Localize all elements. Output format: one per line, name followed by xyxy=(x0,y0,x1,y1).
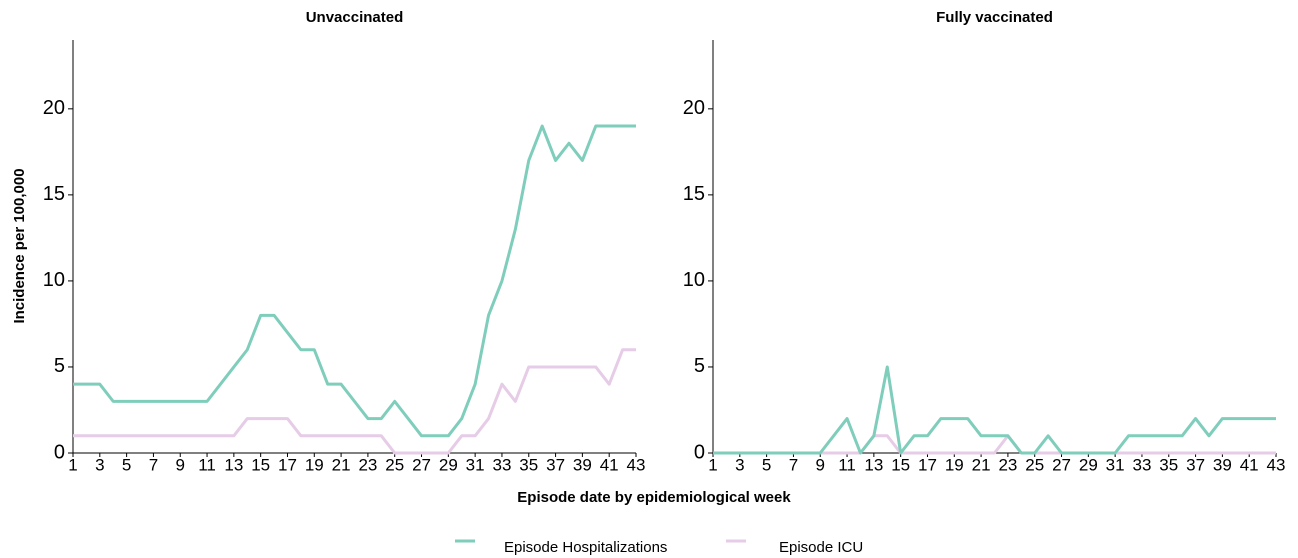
series-line xyxy=(713,365,1276,455)
x-tick-label: 17 xyxy=(278,455,297,474)
x-tick-label: 43 xyxy=(1267,455,1286,474)
x-tick-label: 15 xyxy=(251,455,270,474)
x-axis-label: Episode date by epidemiological week xyxy=(517,489,791,506)
y-tick-label: 10 xyxy=(43,269,65,291)
x-tick-label: 21 xyxy=(972,455,991,474)
x-tick-label: 13 xyxy=(864,455,883,474)
x-tick-label: 1 xyxy=(68,455,77,474)
x-tick-label: 7 xyxy=(149,455,158,474)
x-tick-label: 5 xyxy=(762,455,771,474)
y-tick-label: 0 xyxy=(54,441,65,463)
x-tick-label: 19 xyxy=(305,455,324,474)
y-tick-label: 20 xyxy=(683,97,705,119)
x-tick-label: 27 xyxy=(1052,455,1071,474)
x-tick-label: 3 xyxy=(735,455,744,474)
x-tick-label: 33 xyxy=(492,455,511,474)
y-tick-label: 5 xyxy=(54,355,65,377)
x-tick-label: 43 xyxy=(627,455,646,474)
x-tick-label: 33 xyxy=(1132,455,1151,474)
x-tick-label: 25 xyxy=(385,455,404,474)
series-line xyxy=(73,348,636,455)
chart-title: Unvaccinated xyxy=(306,9,404,26)
chart-title: Fully vaccinated xyxy=(936,9,1053,26)
x-tick-label: 27 xyxy=(412,455,431,474)
x-tick-label: 19 xyxy=(945,455,964,474)
series-line xyxy=(713,434,1276,455)
x-tick-label: 9 xyxy=(816,455,825,474)
x-tick-label: 21 xyxy=(332,455,351,474)
x-tick-label: 9 xyxy=(176,455,185,474)
x-tick-label: 11 xyxy=(838,455,856,474)
x-tick-label: 5 xyxy=(122,455,131,474)
x-tick-label: 13 xyxy=(224,455,243,474)
legend-label: Episode Hospitalizations xyxy=(504,539,667,556)
x-tick-label: 35 xyxy=(519,455,538,474)
y-tick-label: 10 xyxy=(683,269,705,291)
x-tick-label: 1 xyxy=(708,455,717,474)
x-tick-label: 11 xyxy=(198,455,216,474)
legend-label: Episode ICU xyxy=(779,539,863,556)
x-tick-label: 41 xyxy=(600,455,619,474)
series-line xyxy=(73,124,636,438)
x-tick-label: 23 xyxy=(998,455,1017,474)
x-tick-label: 31 xyxy=(466,455,485,474)
x-tick-label: 37 xyxy=(1186,455,1205,474)
y-tick-label: 20 xyxy=(43,97,65,119)
x-tick-label: 39 xyxy=(573,455,592,474)
y-tick-label: 15 xyxy=(43,183,65,205)
y-tick-label: 0 xyxy=(694,441,705,463)
x-tick-label: 39 xyxy=(1213,455,1232,474)
x-tick-label: 25 xyxy=(1025,455,1044,474)
x-tick-label: 41 xyxy=(1240,455,1259,474)
x-tick-label: 35 xyxy=(1159,455,1178,474)
x-tick-label: 31 xyxy=(1106,455,1125,474)
y-axis-label: Incidence per 100,000 xyxy=(11,168,28,323)
x-tick-label: 17 xyxy=(918,455,937,474)
x-tick-label: 7 xyxy=(789,455,798,474)
x-tick-label: 23 xyxy=(358,455,377,474)
y-tick-label: 15 xyxy=(683,183,705,205)
y-tick-label: 5 xyxy=(694,355,705,377)
x-tick-label: 29 xyxy=(439,455,458,474)
x-tick-label: 29 xyxy=(1079,455,1098,474)
x-tick-label: 3 xyxy=(95,455,104,474)
x-tick-label: 37 xyxy=(546,455,565,474)
x-tick-label: 15 xyxy=(891,455,910,474)
